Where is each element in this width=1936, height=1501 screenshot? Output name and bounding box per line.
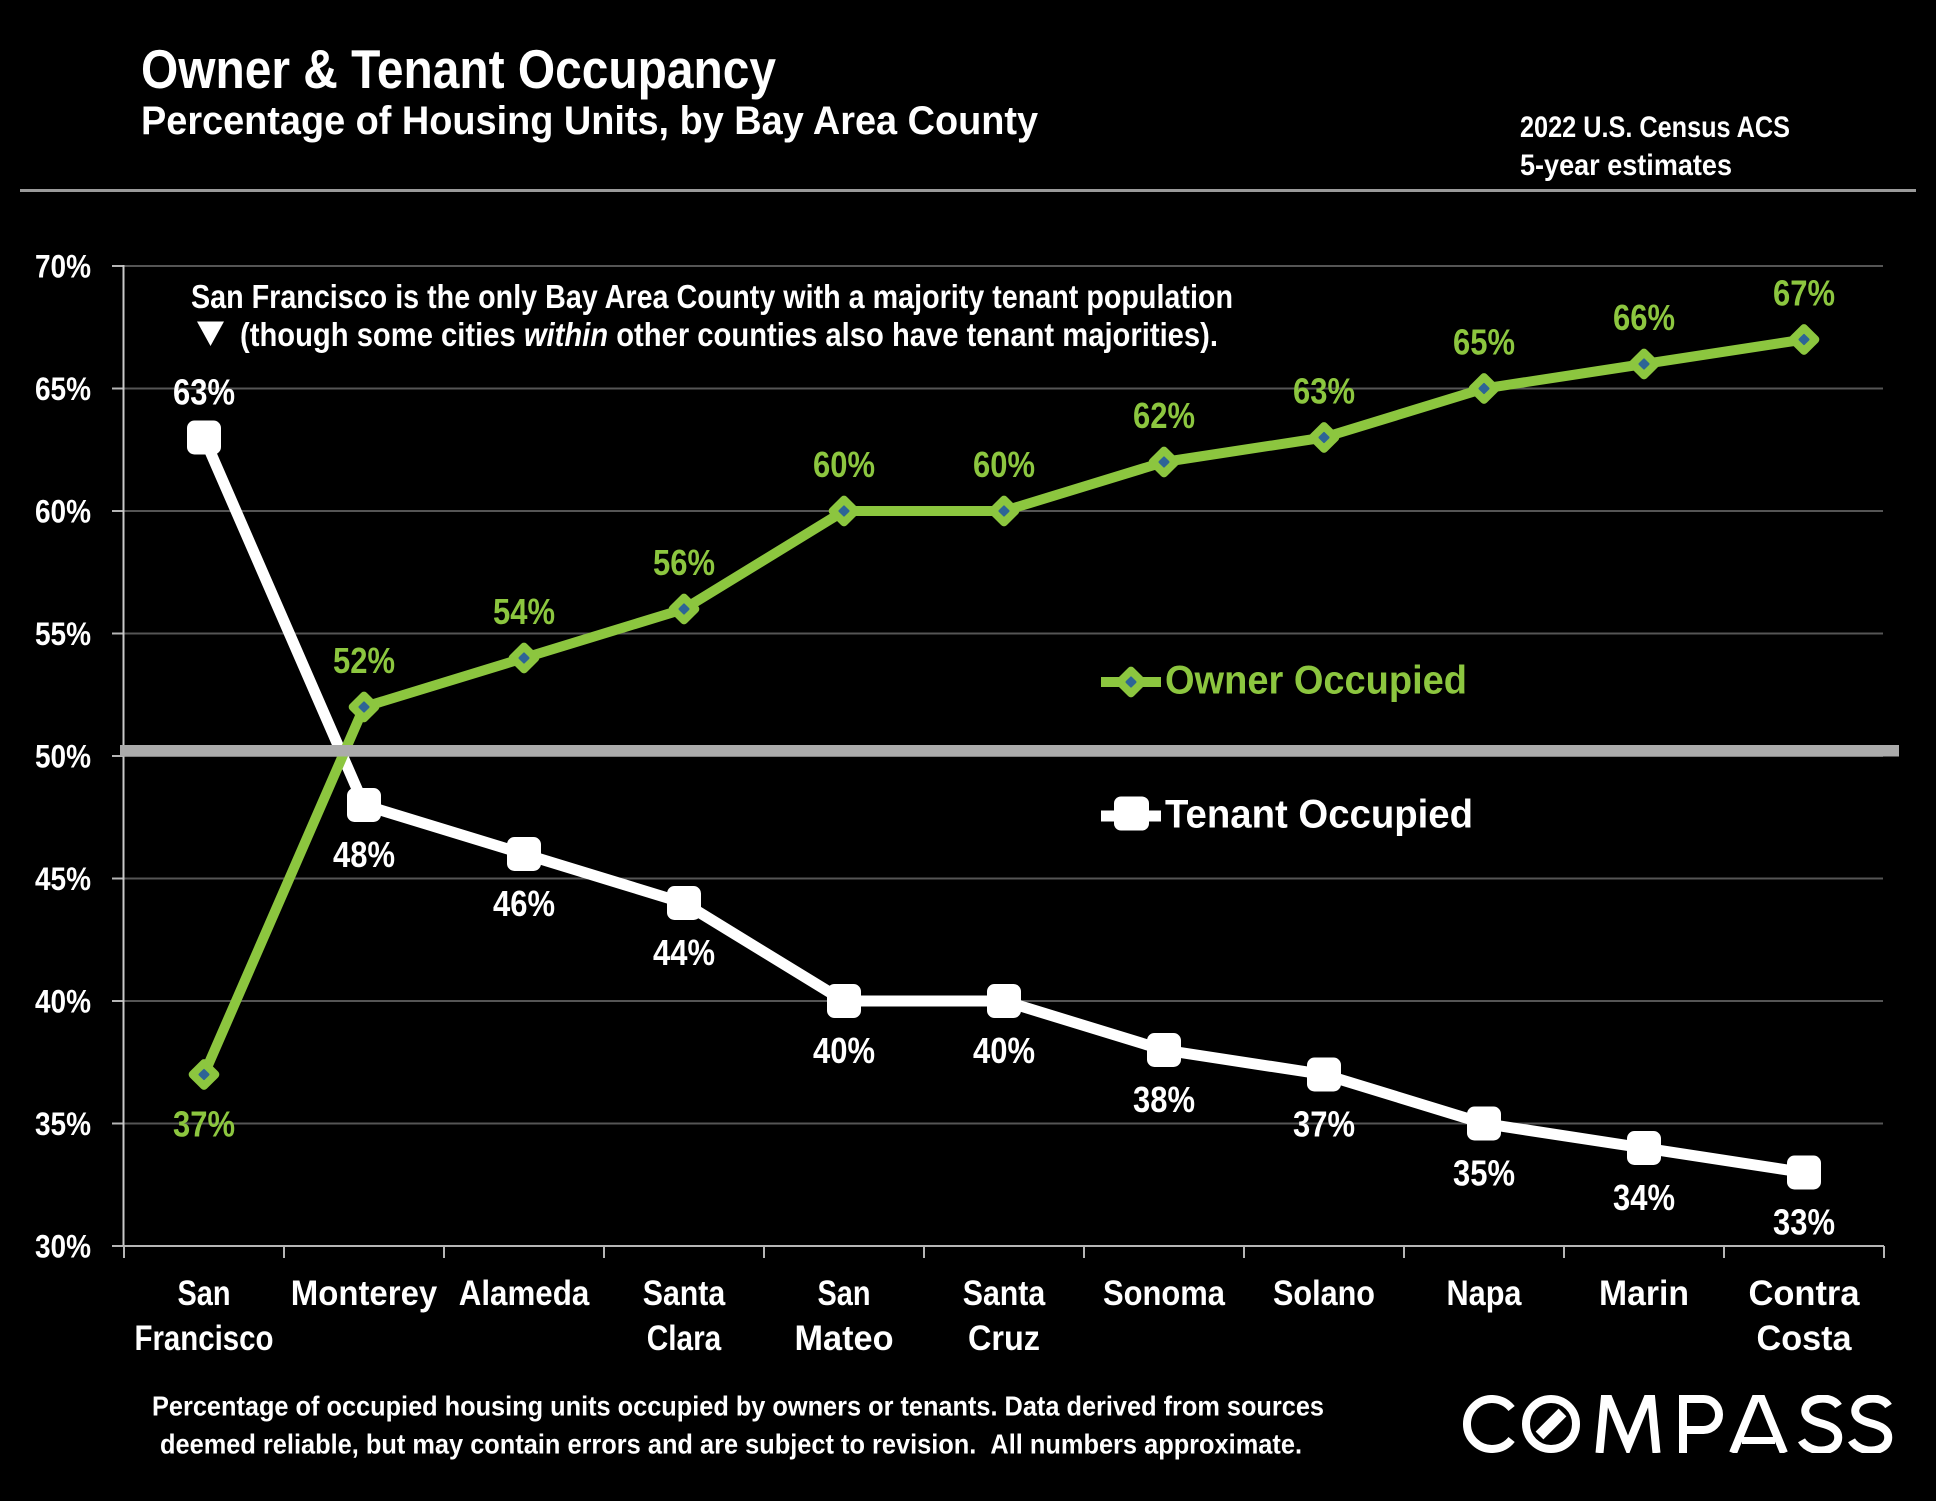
svg-text:Napa: Napa [1447,1274,1522,1313]
svg-text:56%: 56% [653,542,715,583]
svg-text:5-year estimates: 5-year estimates [1520,149,1732,182]
svg-text:48%: 48% [333,834,395,875]
svg-text:54%: 54% [493,591,555,632]
svg-text:2022 U.S. Census ACS: 2022 U.S. Census ACS [1520,111,1790,144]
svg-text:40%: 40% [813,1030,875,1071]
svg-text:Francisco: Francisco [135,1319,274,1358]
svg-text:Marin: Marin [1599,1274,1689,1313]
svg-text:Tenant Occupied: Tenant Occupied [1165,793,1473,837]
svg-text:37%: 37% [1293,1104,1355,1145]
svg-text:33%: 33% [1773,1202,1835,1243]
svg-text:Santa: Santa [963,1274,1046,1313]
svg-text:45%: 45% [35,861,91,897]
svg-text:62%: 62% [1133,395,1195,436]
svg-text:63%: 63% [1293,371,1355,412]
svg-text:52%: 52% [333,640,395,681]
svg-text:66%: 66% [1613,297,1675,338]
svg-text:63%: 63% [173,372,235,413]
svg-text:(though some cities within oth: (though some cities within other countie… [240,316,1218,353]
svg-text:Contra: Contra [1749,1274,1861,1313]
svg-text:50%: 50% [35,739,91,775]
svg-text:Alameda: Alameda [459,1274,590,1313]
svg-text:70%: 70% [35,249,91,285]
svg-text:40%: 40% [35,984,91,1020]
svg-text:30%: 30% [35,1229,91,1265]
svg-text:46%: 46% [493,883,555,924]
svg-text:65%: 65% [1453,322,1515,363]
svg-text:37%: 37% [173,1104,235,1145]
svg-text:Clara: Clara [647,1319,722,1358]
svg-text:Santa: Santa [643,1274,726,1313]
svg-text:60%: 60% [813,444,875,485]
svg-text:67%: 67% [1773,273,1835,314]
svg-text:deemed reliable, but may conta: deemed reliable, but may contain errors … [160,1429,1302,1460]
svg-text:40%: 40% [973,1030,1035,1071]
svg-text:38%: 38% [1133,1079,1195,1120]
svg-text:Costa: Costa [1757,1319,1853,1358]
svg-text:Sonoma: Sonoma [1103,1274,1225,1313]
svg-text:Solano: Solano [1273,1274,1375,1313]
svg-text:65%: 65% [35,371,91,407]
svg-text:San: San [178,1274,231,1313]
svg-text:60%: 60% [973,444,1035,485]
svg-text:55%: 55% [35,616,91,652]
svg-text:Percentage of Housing Units, b: Percentage of Housing Units, by Bay Area… [141,99,1039,143]
svg-text:34%: 34% [1613,1177,1675,1218]
svg-text:Cruz: Cruz [968,1319,1040,1358]
svg-text:Percentage of occupied housing: Percentage of occupied housing units occ… [152,1391,1324,1422]
svg-text:San Francisco is the only Bay: San Francisco is the only Bay Area Count… [191,278,1233,315]
svg-text:44%: 44% [653,932,715,973]
svg-text:Monterey: Monterey [291,1274,438,1313]
svg-text:Owner Occupied: Owner Occupied [1165,659,1467,703]
svg-text:35%: 35% [1453,1153,1515,1194]
svg-text:Owner & Tenant Occupancy: Owner & Tenant Occupancy [141,38,776,100]
svg-text:San: San [818,1274,871,1313]
svg-text:60%: 60% [35,494,91,530]
svg-text:Mateo: Mateo [795,1319,894,1358]
svg-text:35%: 35% [35,1106,91,1142]
